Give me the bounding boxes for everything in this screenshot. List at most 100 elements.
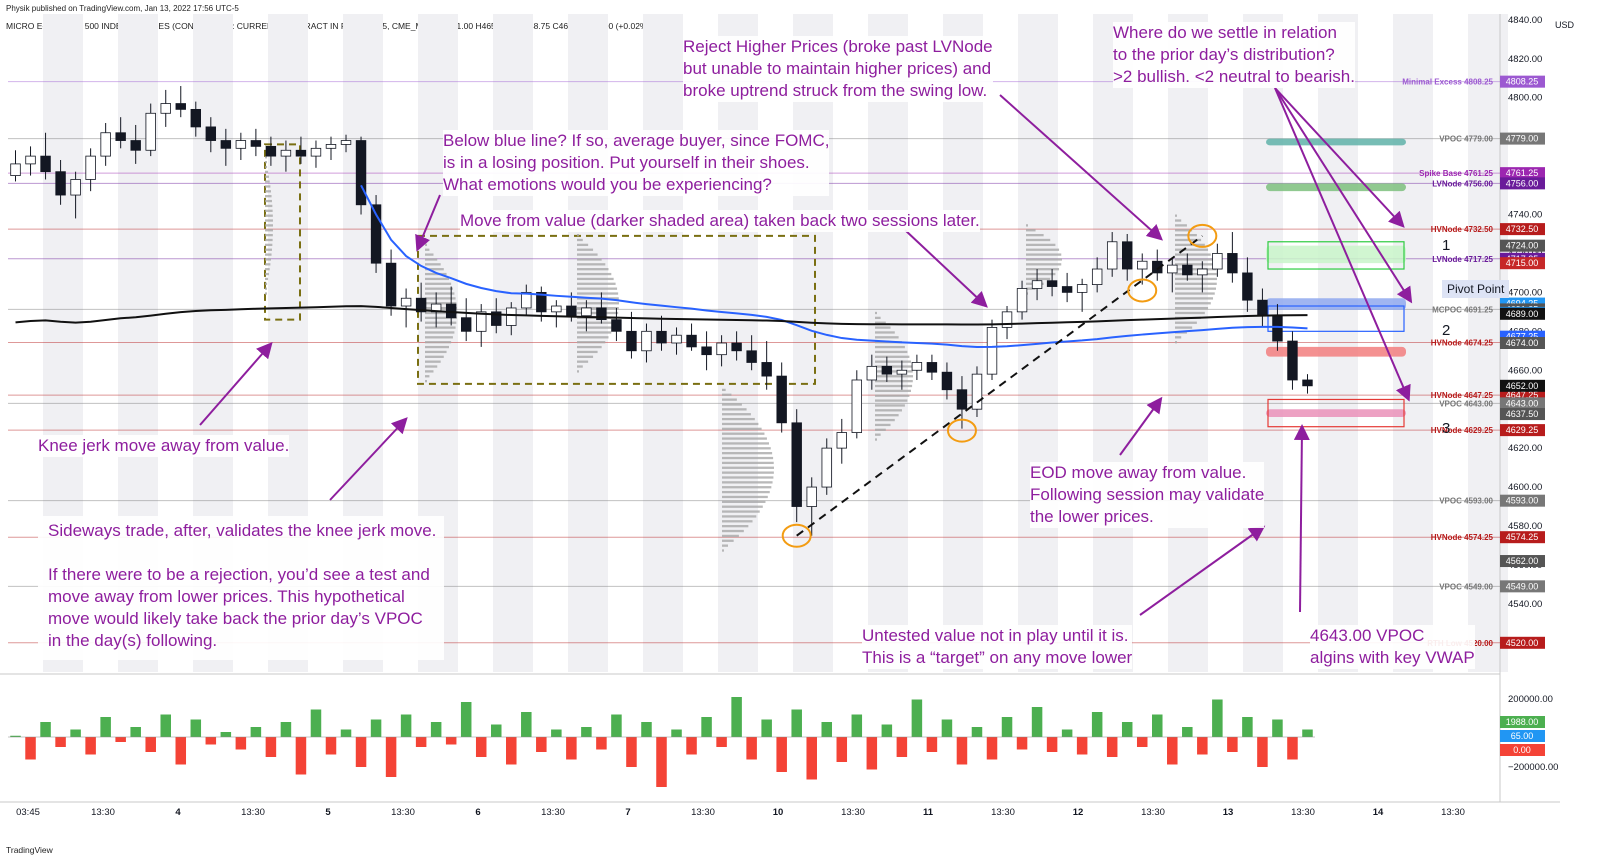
publisher-line: Physik published on TradingView.com, Jan… (6, 4, 239, 13)
candle-body (415, 297, 427, 313)
volume-profile-bar (722, 408, 747, 411)
pivot-point-label: Pivot Point (1442, 280, 1510, 298)
price-tag (1500, 257, 1545, 270)
price-tag-text: 4562.00 (1506, 556, 1539, 566)
level-label: Spike Base 4761.25 (1419, 169, 1493, 178)
price-tag (1500, 555, 1545, 568)
volume-profile-bar (722, 539, 734, 542)
marker-1: 1 (1442, 237, 1451, 254)
volume-profile-bar (265, 282, 268, 285)
candle-body (941, 371, 953, 391)
volume-delta-bar (1121, 722, 1133, 737)
volume-profile-bar (722, 442, 770, 445)
volume-profile-bar (577, 243, 589, 247)
level-price-tag (1500, 636, 1545, 649)
candle-body (971, 373, 983, 410)
volume-profile-bar (1026, 248, 1060, 251)
candle-body (1182, 264, 1193, 276)
swing-circle (1127, 278, 1158, 303)
volume-profile-bar (577, 263, 606, 266)
annotation-settle: Where do we settle in relation to the pr… (1113, 22, 1355, 88)
level-label: HVNode 4647.25 (1431, 391, 1494, 400)
volume-delta-bar (1136, 737, 1148, 747)
volume-profile-bar (722, 549, 724, 552)
volume-profile-bar (722, 510, 760, 513)
volume-delta-bar (836, 737, 848, 762)
volume-delta-bar (671, 729, 682, 737)
volume-profile-bar (1175, 282, 1217, 285)
level-price-tag (1500, 494, 1545, 507)
candle-body (370, 204, 382, 264)
level-zone (1266, 298, 1406, 310)
volume-profile-bar (577, 331, 612, 334)
candle-body (130, 140, 141, 151)
candle-body (1122, 241, 1133, 270)
volume-profile-bar (875, 311, 877, 315)
volume-profile-bar (265, 238, 273, 242)
volume-delta-bar (100, 717, 111, 737)
volume-delta-bar (490, 724, 502, 737)
volume-profile-bar (265, 292, 267, 295)
volume-profile-bar (722, 476, 774, 479)
volume-profile-bar (577, 253, 598, 256)
candle-body (1061, 286, 1073, 293)
candle-body (1197, 268, 1208, 276)
volume-profile-bar (577, 302, 619, 305)
currency-label: USD (1555, 20, 1575, 30)
price-tag (1500, 239, 1545, 252)
volume-delta-bar (10, 735, 21, 737)
volume-profile-bar (425, 345, 449, 349)
annotation-arrow (199, 341, 273, 426)
volume-profile-bar (577, 341, 606, 344)
candle-body (265, 145, 277, 157)
annotation-sideways: Sideways trade, after, validates the kne… (38, 516, 445, 660)
volume-profile-bar (722, 447, 771, 450)
volume-profile-bar (265, 229, 273, 232)
candle-body (85, 155, 96, 180)
candle-body (175, 103, 186, 110)
price-tag-text: 4637.50 (1506, 409, 1539, 419)
volume-delta-bar (250, 727, 262, 737)
value-area-box (264, 143, 301, 321)
volume-profile-bar (875, 428, 886, 431)
candle-body (866, 365, 878, 381)
volume-profile-bar (1175, 253, 1211, 256)
candle-body (521, 291, 532, 309)
volume-delta-bar (1197, 737, 1208, 755)
candle-body (806, 486, 817, 507)
volume-profile-bar (265, 190, 271, 193)
time-tick-label: 13:30 (541, 807, 565, 818)
volume-profile-bar (875, 355, 910, 358)
time-tick-label: 4 (175, 807, 181, 818)
volume-profile-bar (722, 529, 744, 533)
level-zone (1266, 245, 1406, 264)
volume-profile-bar (722, 466, 774, 469)
volume-profile-bar (425, 302, 457, 305)
volume-profile-bar (1026, 277, 1051, 281)
volume-profile-bar (722, 437, 767, 440)
volume-delta-bar (536, 737, 547, 752)
time-tick-label: 12 (1073, 807, 1084, 818)
volume-tag (1500, 730, 1545, 742)
annotation-knee: Knee jerk move away from value. (38, 435, 290, 457)
volume-delta-bar (400, 714, 412, 737)
volume-profile-bar (1175, 238, 1202, 242)
volume-profile-bar (425, 258, 438, 261)
volume-profile-bar (875, 321, 886, 324)
volume-delta-bar (506, 737, 517, 765)
volume-profile-bar (722, 393, 732, 396)
candle-body (656, 330, 667, 344)
level-price-tag-text: 4629.25 (1506, 425, 1539, 435)
volume-profile-bar (722, 486, 772, 489)
volume-profile-bar (425, 336, 453, 339)
swing-circle (946, 418, 977, 443)
volume-profile-bar (1175, 219, 1182, 222)
volume-profile-bar (1026, 224, 1028, 227)
volume-delta-bar (160, 714, 171, 737)
time-tick-label: 13:30 (1141, 807, 1165, 818)
volume-profile-bar (265, 204, 273, 208)
annotation-untested: Untested value not in play until it is. … (862, 625, 1133, 669)
volume-tag (1500, 716, 1545, 728)
volume-profile-bar (265, 258, 271, 261)
time-tick-label: 10 (773, 807, 784, 818)
